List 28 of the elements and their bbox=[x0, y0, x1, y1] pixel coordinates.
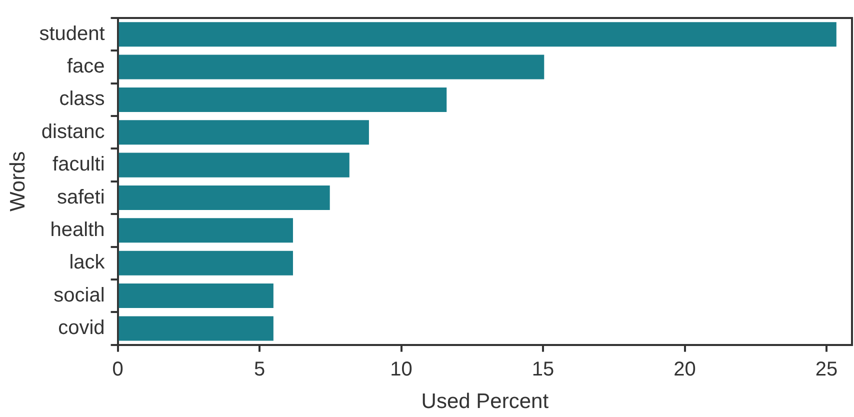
bar bbox=[118, 22, 836, 47]
y-tick-label: health bbox=[50, 218, 105, 241]
bar bbox=[118, 316, 274, 341]
x-tick-label: 25 bbox=[815, 358, 838, 380]
y-axis-title: Words bbox=[6, 151, 30, 212]
x-tick-label: 15 bbox=[532, 358, 554, 380]
y-tick-label: social bbox=[54, 284, 105, 306]
y-tick-label: class bbox=[59, 88, 105, 110]
bar bbox=[118, 87, 447, 112]
bar bbox=[118, 120, 369, 145]
y-tick-label: safeti bbox=[56, 186, 105, 208]
bar bbox=[118, 152, 350, 178]
x-tick-label: 20 bbox=[674, 358, 696, 380]
y-tick-label: distanc bbox=[41, 120, 105, 143]
bar bbox=[118, 218, 293, 243]
y-tick-label: face bbox=[66, 56, 105, 78]
x-axis-title: Used Percent bbox=[421, 390, 549, 414]
bar bbox=[118, 185, 330, 210]
x-tick-label: 5 bbox=[254, 358, 266, 380]
bar bbox=[118, 284, 274, 308]
y-tick-label: faculti bbox=[52, 154, 105, 176]
y-tick-label: covid bbox=[58, 316, 105, 339]
y-tick-label: student bbox=[39, 22, 106, 45]
y-tick-label: lack bbox=[69, 252, 106, 274]
bar bbox=[118, 250, 293, 276]
x-tick-label: 0 bbox=[112, 358, 124, 380]
x-tick-label: 10 bbox=[390, 358, 412, 380]
bar bbox=[118, 54, 544, 80]
